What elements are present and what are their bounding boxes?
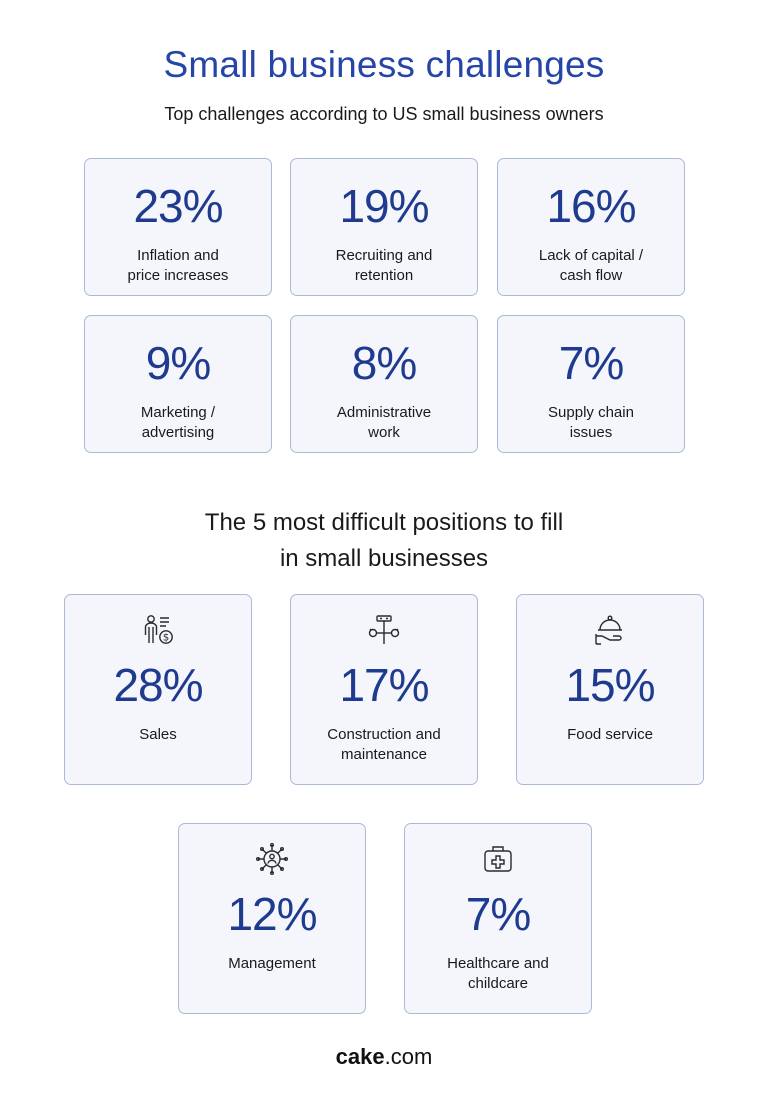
challenge-card-recruiting: 19% Recruiting and retention xyxy=(290,158,478,296)
challenge-value: 19% xyxy=(339,180,429,232)
challenge-label: Administrative work xyxy=(297,403,471,443)
challenge-card-inflation: 23% Inflation and price increases xyxy=(84,158,272,296)
challenge-card-capital: 16% Lack of capital / cash flow xyxy=(497,158,685,296)
label-line: Management xyxy=(228,955,316,972)
tools-icon xyxy=(291,613,477,647)
salesperson-icon: $ xyxy=(65,613,251,647)
challenge-card-supply-chain: 7% Supply chain issues xyxy=(497,315,685,453)
label-line: maintenance xyxy=(341,746,427,763)
challenge-label: Supply chain issues xyxy=(504,403,678,443)
label-line: Inflation and xyxy=(137,247,219,264)
logo-bold-text: cake xyxy=(335,1044,385,1069)
first-aid-kit-icon xyxy=(405,842,591,876)
label-line: Administrative xyxy=(336,404,432,421)
position-card-management: 12% Management xyxy=(178,823,366,1014)
section-title-line: The 5 most difficult positions to fill xyxy=(204,509,564,536)
challenge-value: 23% xyxy=(133,180,223,232)
challenge-label: Inflation and price increases xyxy=(91,246,265,286)
label-line: cash flow xyxy=(559,267,623,284)
label-line: Construction and xyxy=(327,726,441,743)
positions-section-title: The 5 most difficult positions to fill i… xyxy=(0,505,768,577)
page-subtitle: Top challenges according to US small bus… xyxy=(164,104,604,124)
position-card-sales: $ 28% Sales xyxy=(64,594,252,785)
label-line: Lack of capital / xyxy=(538,247,644,264)
challenge-value: 7% xyxy=(558,337,624,389)
label-line: price increases xyxy=(127,267,229,284)
position-label: Management xyxy=(185,954,359,974)
position-label: Healthcare and childcare xyxy=(411,954,585,994)
position-card-construction: 17% Construction and maintenance xyxy=(290,594,478,785)
label-line: work xyxy=(368,424,400,441)
page-title: Small business challenges xyxy=(163,44,605,85)
position-value: 28% xyxy=(113,659,203,711)
position-value: 7% xyxy=(465,888,531,940)
position-label: Construction and maintenance xyxy=(297,725,471,765)
label-line: Healthcare and xyxy=(447,955,549,972)
position-value: 17% xyxy=(339,659,429,711)
label-line: issues xyxy=(569,424,613,441)
logo-domain-text: .com xyxy=(384,1044,433,1069)
label-line: childcare xyxy=(467,975,529,992)
label-line: Recruiting and xyxy=(335,247,433,264)
challenge-card-marketing: 9% Marketing / advertising xyxy=(84,315,272,453)
position-label: Food service xyxy=(523,725,697,745)
label-line: advertising xyxy=(141,424,215,441)
food-service-icon xyxy=(517,613,703,647)
label-line: Marketing / xyxy=(140,404,216,421)
svg-text:$: $ xyxy=(163,633,169,644)
position-value: 12% xyxy=(227,888,317,940)
position-card-healthcare: 7% Healthcare and childcare xyxy=(404,823,592,1014)
position-card-food-service: 15% Food service xyxy=(516,594,704,785)
challenge-label: Marketing / advertising xyxy=(91,403,265,443)
position-value: 15% xyxy=(565,659,655,711)
challenge-value: 8% xyxy=(351,337,417,389)
label-line: retention xyxy=(354,267,414,284)
challenge-card-administrative: 8% Administrative work xyxy=(290,315,478,453)
label-line: Food service xyxy=(567,726,653,743)
challenge-value: 9% xyxy=(145,337,211,389)
label-line: Sales xyxy=(139,726,177,743)
challenge-label: Recruiting and retention xyxy=(297,246,471,286)
challenge-label: Lack of capital / cash flow xyxy=(504,246,678,286)
challenge-value: 16% xyxy=(546,180,636,232)
section-title-line: in small businesses xyxy=(279,545,489,572)
label-line: Supply chain xyxy=(548,404,634,421)
position-label: Sales xyxy=(71,725,245,745)
cake-logo: cake.com xyxy=(0,1044,768,1070)
management-icon xyxy=(179,842,365,876)
